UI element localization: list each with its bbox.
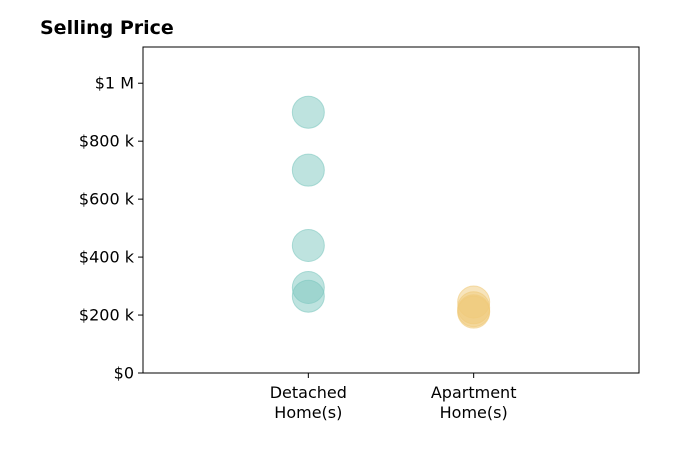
data-point	[291, 95, 325, 129]
data-point	[291, 228, 325, 262]
data-points-layer	[291, 95, 491, 329]
y-tick-label: $1 M	[95, 74, 134, 93]
x-axis: Detached Home(s) Apartment Home(s)	[270, 373, 517, 422]
data-point	[457, 295, 491, 329]
y-tick-label: $400 k	[79, 248, 135, 267]
chart-title: Selling Price	[40, 17, 174, 39]
x-tick-label: Apartment Home(s)	[431, 383, 517, 422]
x-tick-label: Detached Home(s)	[270, 383, 347, 422]
y-tick-label: $600 k	[79, 190, 135, 209]
data-point	[291, 153, 325, 187]
y-axis: $0 $200 k $400 k $600 k $800 k $1 M	[79, 74, 143, 383]
plot-frame	[142, 46, 640, 374]
y-tick-label: $800 k	[79, 132, 135, 151]
data-point	[291, 279, 325, 313]
y-tick-label: $0	[114, 364, 134, 383]
y-tick-label: $200 k	[79, 306, 135, 325]
